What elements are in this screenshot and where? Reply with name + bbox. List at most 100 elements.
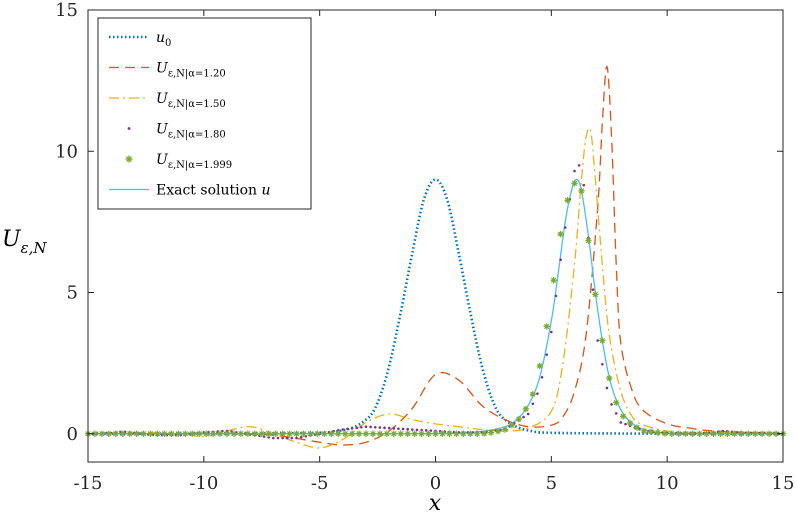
series-line [87,127,784,449]
series-point [189,430,196,437]
series-point [432,430,439,437]
series-point [661,430,669,437]
series-point [536,392,539,395]
x-axis-title: x [429,491,442,516]
series-point [731,430,738,437]
series-point [140,430,147,437]
series-point [540,375,544,379]
series-point [272,436,275,440]
series-point [335,430,342,437]
series-point [175,430,182,437]
series-point [267,435,271,439]
series-point [596,339,599,342]
legend-label-main: Exact solution [156,183,262,199]
x-tick-label: -15 [74,473,103,494]
series-point [522,415,525,419]
series-point [355,430,363,437]
series-point [133,430,140,437]
series-point [383,426,386,430]
series-point [420,428,423,432]
legend-label-sub: ε,N [168,130,185,141]
legend-item: Uε,N|α=1.999 [125,152,232,171]
legend-label-sub: ε,N [168,160,185,171]
legend-item: Uε,N|α=1.50 [109,91,226,110]
tick-layer: -15 -10 -5 0 5 10 15 0 5 10 15 [55,0,794,494]
series-point [529,391,536,398]
x-tick-label: 15 [772,473,795,494]
series-point [543,323,550,330]
legend: u0Uε,N|α=1.20Uε,N|α=1.50Uε,N|α=1.80Uε,N|… [97,17,312,210]
series-point [633,424,641,431]
series-point [276,436,280,440]
series-point [293,430,300,437]
legend-label-tail: |α=1.50 [185,99,226,110]
series-point [392,427,396,430]
series-point [724,430,731,437]
y-axis-title-main: U [2,227,22,252]
series-point [585,237,592,244]
legend-label-sub: ε,N [168,69,185,80]
x-tick-label: -10 [189,473,218,494]
series-point [285,436,289,440]
series-point [360,425,363,429]
series-point [265,430,272,437]
series-point [290,436,294,440]
series-point [526,412,530,416]
series-point [307,430,314,437]
series-point [373,425,377,429]
series-point [196,430,203,437]
series-point [397,430,404,437]
series-point [126,430,133,437]
series-point [237,430,245,437]
series-point [348,430,356,437]
series-point [696,430,703,437]
series-point [563,226,567,229]
series-point [758,430,766,437]
series-point [272,430,279,437]
series-point [105,430,113,437]
legend-label-sub: 0 [165,38,171,49]
legend-swatch [127,127,131,130]
series-point [582,183,586,187]
series-point [745,430,752,437]
series-point [675,430,682,437]
series-point [557,230,564,238]
series-point [258,430,265,437]
series-point [161,430,168,437]
series-layer [84,65,787,449]
legend-item: Uε,N|α=1.80 [127,122,226,141]
series-point [397,427,400,430]
series-point [765,430,773,437]
y-tick-label: 15 [55,0,78,21]
series-point [545,353,548,356]
legend-label: Uε,N|α=1.999 [156,152,232,171]
legend-label-main: U [156,122,169,138]
series-point [550,277,557,284]
legend-items: u0Uε,N|α=1.20Uε,N|α=1.50Uε,N|α=1.80Uε,N|… [109,30,271,199]
series-point [578,187,585,194]
series-point [480,430,488,437]
series-point [550,330,553,334]
series-2 [87,127,784,449]
series-point [383,430,391,437]
series-point [668,430,675,437]
legend-item: Uε,N|α=1.20 [109,61,226,80]
series-point [376,430,384,437]
series-point [425,430,432,437]
legend-label-main: U [156,152,169,168]
series-point [299,435,303,439]
legend-label-tail: |α=1.80 [185,130,226,141]
series-point [610,403,613,406]
legend-label: Uε,N|α=1.20 [156,61,226,80]
series-point [223,430,231,437]
legend-label-main: U [156,61,169,77]
series-point [703,430,710,437]
series-point [341,428,345,431]
series-1 [88,65,784,446]
series-point [474,430,481,437]
series-point [531,402,535,406]
series-point [281,436,284,440]
legend-label-tail: |α=1.20 [185,69,226,80]
series-point [411,430,418,437]
